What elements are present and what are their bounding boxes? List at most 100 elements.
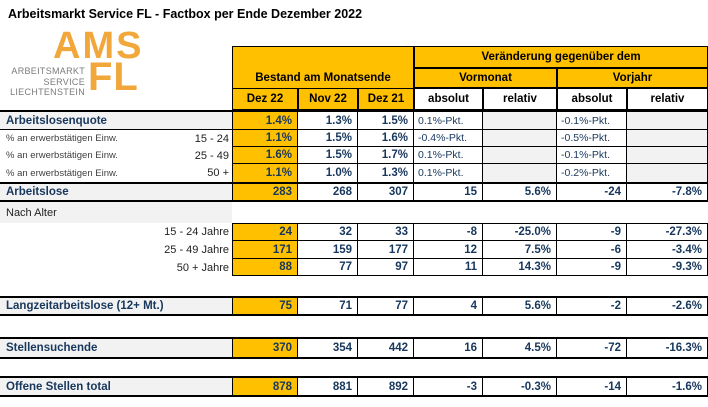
table-cell: -72 [557,339,627,357]
row-arbeitslosenquote: Arbeitslosenquote 1.4% 1.3% 1.5% 0.1%-Pk… [0,112,708,130]
table-cell: 4 [414,298,483,314]
table-cell: 14.3% [483,259,557,276]
table-cell: 177 [358,241,414,259]
table-cell [627,112,708,130]
header-vm-absolut: absolut [414,88,483,110]
row-alter-25-49: 25 - 49 Jahre 171 159 177 12 7.5% -6 -3.… [0,241,708,259]
row-label: Offene Stellen total [6,380,111,393]
table-cell: -14 [557,378,627,395]
table-cell: 0.1%-Pkt. [414,112,483,130]
table-cell: 268 [298,184,358,200]
table-cell: -9 [557,223,627,241]
row-label: Stellensuchende [6,342,98,354]
logo-org-line: LIECHTENSTEIN [10,87,85,97]
row-label: Arbeitslose [6,186,69,198]
table-cell: -0.4%-Pkt. [414,130,483,147]
table-cell: -0.1%-Pkt. [557,147,627,164]
table-cell: 1.6% [358,130,414,147]
table-cell: 5.6% [483,184,557,200]
table-cell: -27.3% [627,223,708,241]
table-cell: 1.5% [298,147,358,164]
table-cell: 1.0% [298,164,358,182]
header-vj-absolut: absolut [557,88,627,110]
table-cell: -6 [557,241,627,259]
table-cell: 32 [298,223,358,241]
table-cell [483,147,557,164]
row-sublabel: 50 + Jahre [176,261,229,274]
table-cell [483,164,557,182]
page-title: Arbeitsmarkt Service FL - Factbox per En… [8,7,363,21]
table-cell: 5.6% [483,298,557,314]
logo-region: FL [88,55,139,99]
table-cell: 0.1%-Pkt. [414,147,483,164]
table-cell: 77 [298,259,358,276]
table-cell: -16.3% [627,339,708,357]
table-cell [627,164,708,182]
row-alter-15-24: 15 - 24 Jahre 24 32 33 -8 -25.0% -9 -27.… [0,223,708,241]
table-cell: -9 [557,259,627,276]
table-cell: 0.1%-Pkt. [414,164,483,182]
header-month-dez21: Dez 21 [358,88,414,110]
table-cell [483,130,557,147]
table-cell: 75 [232,298,298,314]
table-cell: 97 [358,259,414,276]
header-month-nov22: Nov 22 [298,88,358,110]
table-cell: 24 [232,223,298,241]
table-cell: -2 [557,298,627,314]
section-langzeitarbeitslose: Langzeitarbeitslose (12+ Mt.) 75 71 77 4… [0,296,708,316]
row-sublabel: 25 - 49 Jahre [164,244,229,256]
row-sublabel: 50 + [207,167,229,179]
table-cell: 881 [298,378,358,395]
table-cell: 4.5% [483,339,557,357]
factbox-table: Arbeitslosenquote 1.4% 1.3% 1.5% 0.1%-Pk… [0,110,708,276]
table-cell [483,112,557,130]
table-cell: -24 [557,184,627,200]
table-cell: -2.6% [627,298,708,314]
row-langzeitarbeitslose: Langzeitarbeitslose (12+ Mt.) 75 71 77 4… [0,298,708,314]
logo-org-line: ARBEITSMARKT [11,66,85,76]
table-cell: 88 [232,259,298,276]
table-cell: 283 [232,184,298,200]
header-veraenderung: Veränderung gegenüber dem [414,46,708,68]
table-cell: 33 [358,223,414,241]
header-month-dez22: Dez 22 [232,88,298,110]
table-cell: 171 [232,241,298,259]
table-cell: -7.8% [627,184,708,200]
header-vorjahr: Vorjahr [557,68,708,88]
row-label: % an erwerbstätigen Einw. [6,133,118,144]
row-sublabel: 25 - 49 [194,149,229,162]
table-cell: 892 [358,378,414,395]
table-cell: -0.1%-Pkt. [557,112,627,130]
table-cell: 1.5% [358,112,414,130]
logo-acronym: AMS [53,25,144,67]
row-label: Langzeitarbeitslose (12+ Mt.) [6,300,164,312]
table-cell: -0.5%-Pkt. [557,130,627,147]
row-quote-15-24: % an erwerbstätigen Einw. 15 - 24 1.1% 1.… [0,130,708,147]
section-offene-stellen: Offene Stellen total 878 881 892 -3 -0.3… [0,376,708,397]
header-vj-relativ: relativ [627,88,708,110]
header-vormonat: Vormonat [414,68,557,88]
table-cell: 442 [358,339,414,357]
table-cell: 1.4% [232,112,298,130]
row-label: % an erwerbstätigen Einw. [6,167,118,179]
logo-org-line: SERVICE [43,76,85,87]
table-cell [627,147,708,164]
table-cell: 77 [358,298,414,314]
logo-org-name: ARBEITSMARKT SERVICE LIECHTENSTEIN [0,66,85,98]
row-stellensuchende: Stellensuchende 370 354 442 16 4.5% -72 … [0,339,708,357]
table-cell: 307 [358,184,414,200]
table-cell: 354 [298,339,358,357]
row-quote-50plus: % an erwerbstätigen Einw. 50 + 1.1% 1.0% … [0,164,708,182]
row-sublabel: 15 - 24 Jahre [164,226,229,238]
table-cell: 1.6% [232,147,298,164]
header-vm-relativ: relativ [483,88,557,110]
table-cell [627,130,708,147]
section-label: Nach Alter [6,206,57,219]
section-stellensuchende: Stellensuchende 370 354 442 16 4.5% -72 … [0,337,708,359]
row-sublabel: 15 - 24 [194,132,229,145]
table-cell: 159 [298,241,358,259]
table-cell: 7.5% [483,241,557,259]
table-cell: 71 [298,298,358,314]
table-cell: -0.2%-Pkt. [557,164,627,182]
